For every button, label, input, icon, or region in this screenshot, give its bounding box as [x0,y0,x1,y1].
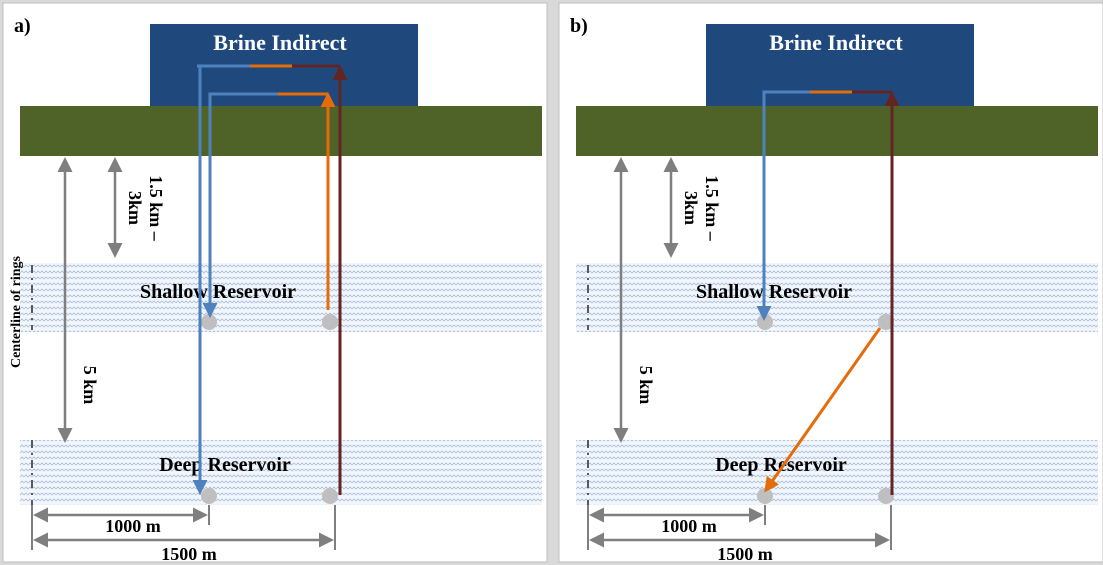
box-title: Brine Indirect [769,30,903,55]
box-title: Brine Indirect [213,30,347,55]
surface [20,106,542,156]
dim-short: 1000 m [105,516,161,536]
well [322,314,338,330]
surface [576,106,1098,156]
depth-long: 5 km [636,366,656,405]
dim-long: 1500 m [161,544,217,564]
panel: b) Brine Indirect Shallow Reservoir Deep Re… [559,3,1103,564]
depth-long: 5 km [80,366,100,405]
depth-short: 3km [125,191,145,225]
well [322,488,338,504]
dim-long: 1500 m [717,544,773,564]
well [201,314,217,330]
shallow-label: Shallow Reservoir [140,281,296,303]
centerline-label: Centerline of rings [9,255,24,368]
panel-label: a) [14,15,31,37]
panel-label: b) [570,15,588,37]
figure: a) Brine Indirect Shallow Reservoir Deep Re… [0,0,1103,565]
well [201,488,217,504]
depth-short: 3km [681,191,701,225]
deep-label: Deep Reservoir [159,454,291,476]
deep-label: Deep Reservoir [715,454,847,476]
depth-short: 1.5 km – [702,175,722,242]
shallow-label: Shallow Reservoir [696,281,852,303]
panel: a) Brine Indirect Shallow Reservoir Deep Re… [3,3,547,564]
dim-short: 1000 m [661,516,717,536]
well [757,488,773,504]
depth-short: 1.5 km – [146,175,166,242]
